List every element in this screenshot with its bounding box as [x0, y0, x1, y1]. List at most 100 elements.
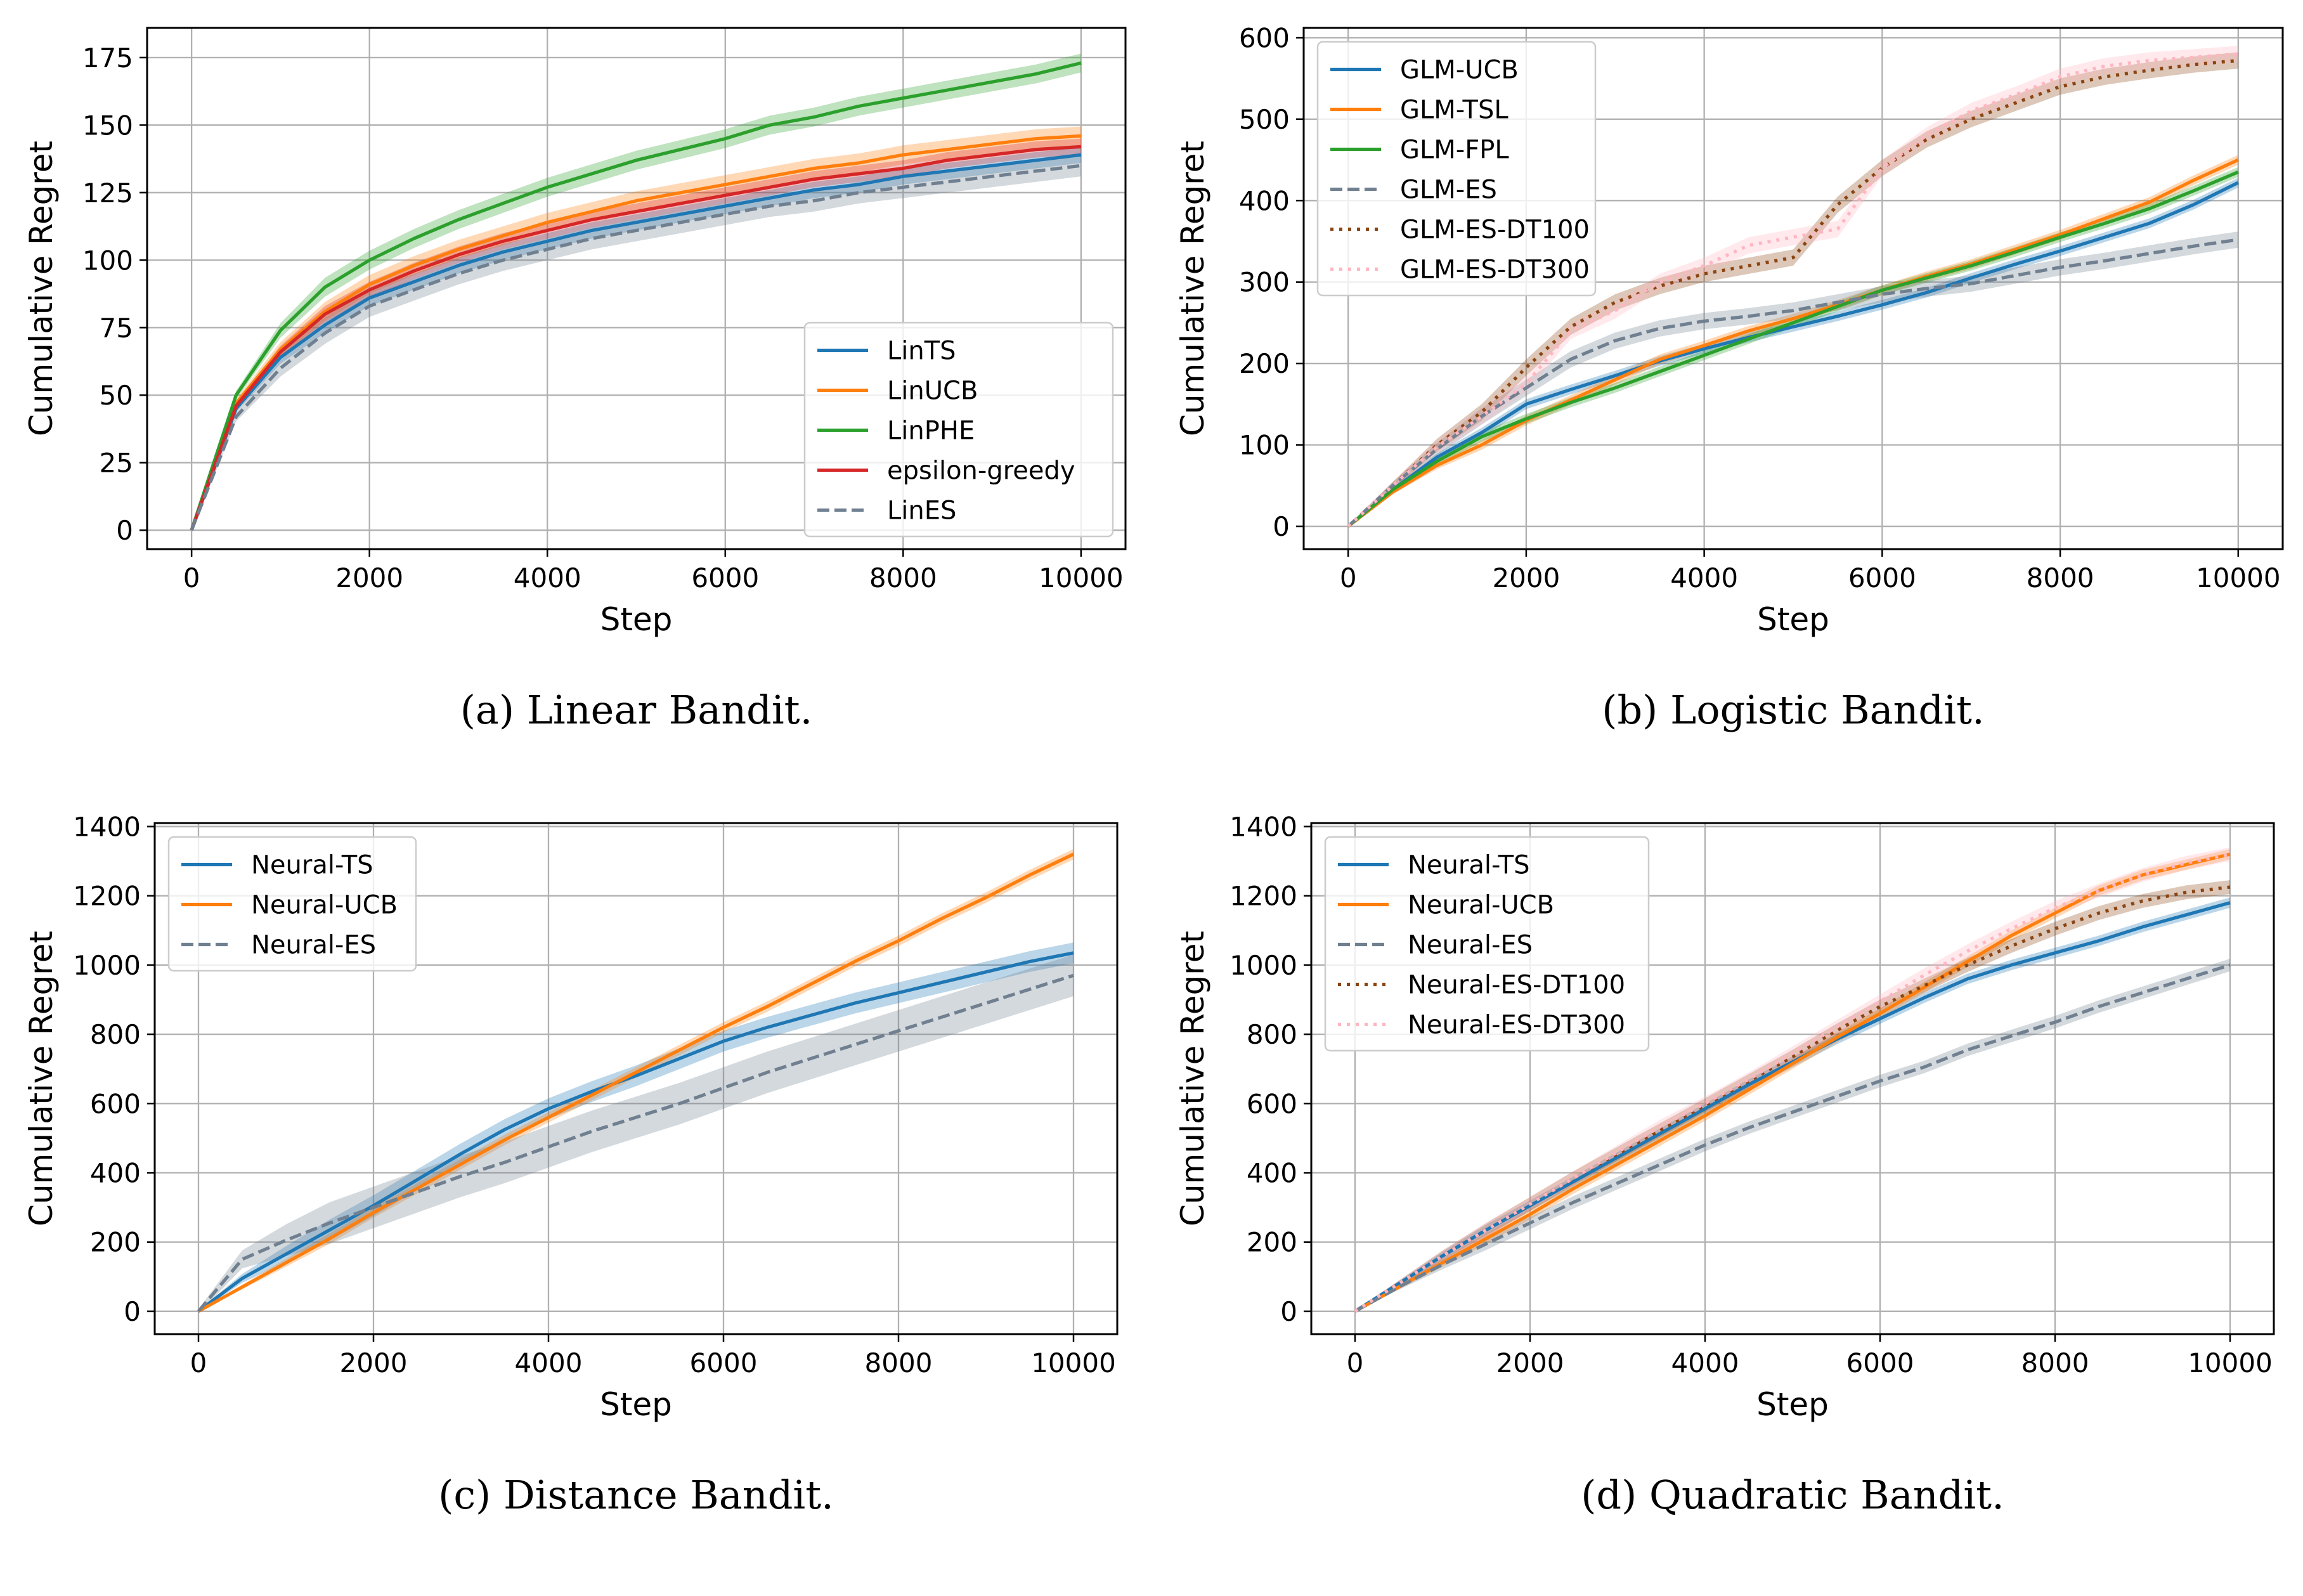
line-glm-es [1347, 238, 2239, 528]
x-tick-label: 0 [1340, 562, 1357, 594]
subplot-linear-bandit: 0 2000 4000 6000 8000 10000 0 25 50 75 100 125 150 17… [0, 0, 1152, 796]
x-axis-label: Step [1757, 601, 1829, 638]
x-tick-label: 0 [183, 562, 200, 594]
legend-label: GLM-ES-DT100 [1400, 216, 1590, 245]
x-tick-label: 0 [190, 1347, 207, 1379]
band-glm-es [1348, 231, 2238, 528]
x-tick-label: 4000 [1670, 562, 1738, 594]
series-group [190, 53, 1082, 531]
y-axis-label: Cumulative Regret [23, 141, 60, 436]
x-tick-label: 4000 [514, 562, 581, 594]
legend-label: LinTS [887, 337, 956, 366]
legend-item-linucb: LinUCB [817, 377, 978, 406]
x-tick-label: 2000 [1492, 562, 1560, 594]
y-tick-label: 125 [82, 178, 133, 209]
series-group [1354, 847, 2231, 1313]
legend-label: Neural-TS [1408, 851, 1530, 880]
line-neural-es [197, 973, 1074, 1313]
subplot-caption: (a) Linear Bandit. [460, 687, 813, 733]
x-tick-label: 6000 [690, 1347, 758, 1379]
y-tick-label: 200 [1239, 348, 1290, 379]
band-neural-ts [198, 942, 1074, 1313]
line-lines [190, 164, 1082, 531]
y-tick-label: 0 [1280, 1296, 1297, 1327]
x-tick-label: 6000 [1846, 1347, 1914, 1379]
line-glm-tsl [1347, 158, 2239, 528]
legend-label: GLM-ES-DT300 [1400, 256, 1590, 285]
line-glm-es-dt100 [1347, 58, 2239, 528]
x-tick-label: 2000 [340, 1347, 408, 1379]
x-tick-label: 6000 [691, 562, 759, 594]
legend-item-linphe: LinPHE [817, 417, 975, 446]
y-tick-label: 0 [124, 1296, 141, 1327]
legend-item-glm-ucb: GLM-UCB [1330, 56, 1519, 85]
y-tick-label: 400 [90, 1158, 141, 1189]
x-tick-label: 8000 [865, 1347, 933, 1379]
y-tick-label: 400 [1239, 185, 1290, 216]
x-tick-label: 4000 [515, 1347, 583, 1379]
ticks: 0 2000 4000 6000 8000 10000 0 200 400 600 800 1000 1… [1229, 811, 2273, 1379]
legend-label: epsilon-greedy [887, 457, 1075, 486]
subplot-caption: (b) Logistic Bandit. [1602, 687, 1984, 733]
y-tick-label: 75 [100, 313, 133, 344]
x-tick-label: 6000 [1848, 562, 1916, 594]
x-tick-label: 2000 [1496, 1347, 1564, 1379]
grid [155, 823, 1117, 1334]
line-neural-es-dt300 [1354, 852, 2231, 1313]
y-tick-label: 175 [82, 42, 133, 74]
legend-label: LinPHE [887, 417, 975, 446]
y-tick-label: 0 [116, 515, 133, 546]
x-axis-label: Step [600, 601, 673, 638]
x-tick-label: 8000 [2027, 562, 2094, 594]
y-tick-label: 800 [90, 1019, 141, 1050]
y-tick-label: 1200 [73, 881, 141, 912]
band-neural-ucb [198, 848, 1074, 1312]
legend-item-neural-ucb: Neural-UCB [181, 891, 398, 920]
y-tick-label: 1200 [1229, 881, 1297, 912]
legend-item-neural-es-dt300: Neural-ES-DT300 [1338, 1011, 1625, 1040]
legend-item-lints: LinTS [817, 337, 956, 366]
legend: Neural-TS Neural-UCB Neural-ES Neural-ES-DT… [1324, 836, 1650, 1052]
y-tick-label: 500 [1239, 104, 1290, 135]
x-axis-label: Step [600, 1386, 672, 1423]
legend: GLM-UCB GLM-TSL GLM-FPL GLM-ES GLM-ES-DT100 G… [1316, 41, 1597, 297]
y-tick-label: 400 [1247, 1158, 1297, 1189]
y-tick-label: 100 [82, 245, 133, 276]
legend-label: Neural-UCB [251, 891, 398, 920]
ticks: 0 2000 4000 6000 8000 10000 0 100 200 300 400 500 60… [1239, 22, 2281, 594]
x-tick-label: 8000 [2021, 1347, 2089, 1379]
legend-label: GLM-FPL [1400, 136, 1509, 165]
y-tick-label: 200 [90, 1227, 141, 1258]
legend-item-glm-fpl: GLM-FPL [1330, 136, 1509, 165]
line-epsilon-greedy [190, 145, 1082, 531]
x-tick-label: 10000 [1031, 1347, 1116, 1379]
y-tick-label: 1000 [1229, 950, 1297, 981]
legend-item-neural-es-dt100: Neural-ES-DT100 [1338, 971, 1625, 1000]
line-neural-ucb [1354, 852, 2231, 1313]
subplot-distance-bandit: 0 2000 4000 6000 8000 10000 0 200 400 600 800 1000 1… [0, 796, 1152, 1593]
chart-c-svg: 0 2000 4000 6000 8000 10000 0 200 400 600 800 1000 1… [23, 811, 1119, 1518]
legend-label: Neural-ES [251, 931, 376, 960]
line-linphe [190, 61, 1082, 531]
y-tick-label: 0 [1273, 511, 1290, 542]
legend-label: Neural-ES-DT300 [1408, 1011, 1625, 1040]
x-axis-label: Step [1756, 1386, 1829, 1423]
legend-item-epsilon-greedy: epsilon-greedy [817, 457, 1075, 486]
axes-frame [146, 27, 1127, 550]
line-lints [190, 153, 1082, 531]
legend-box [167, 836, 417, 972]
y-tick-label: 300 [1239, 267, 1290, 298]
legend-item-neural-ucb: Neural-UCB [1338, 891, 1554, 920]
axes-frame [1310, 822, 2275, 1335]
y-tick-label: 200 [1247, 1227, 1297, 1258]
legend-box [803, 321, 1114, 538]
subplot-quadratic-bandit: 0 2000 4000 6000 8000 10000 0 200 400 600 800 1000 1… [1152, 796, 2303, 1593]
legend-label: LinUCB [887, 377, 978, 406]
series-group [197, 848, 1075, 1314]
ticks: 0 2000 4000 6000 8000 10000 0 25 50 75 100 125 150 17… [82, 42, 1124, 594]
x-tick-label: 2000 [335, 562, 403, 594]
chart-d-svg: 0 2000 4000 6000 8000 10000 0 200 400 600 800 1000 1… [1174, 811, 2275, 1518]
y-tick-label: 600 [1239, 22, 1290, 53]
legend-item-glm-es-dt300: GLM-ES-DT300 [1330, 256, 1590, 285]
y-axis-label: Cumulative Regret [1174, 931, 1211, 1226]
